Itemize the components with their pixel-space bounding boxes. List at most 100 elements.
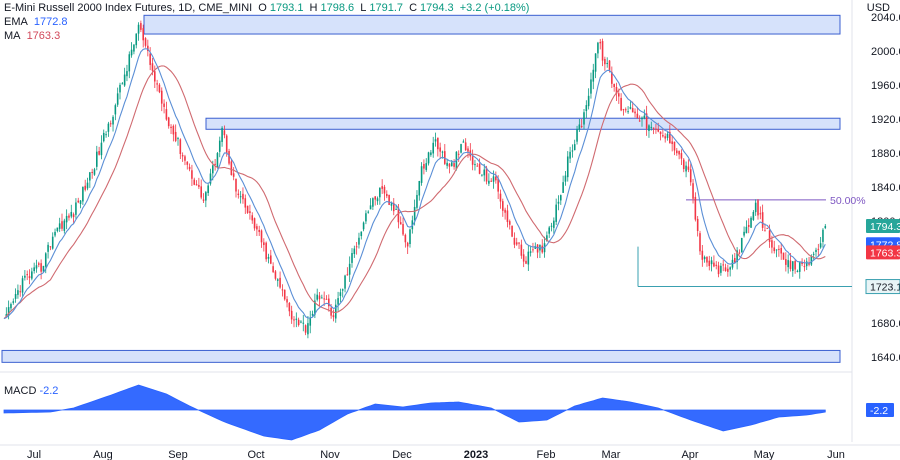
candle-body bbox=[696, 218, 699, 232]
candle-body bbox=[160, 90, 163, 104]
candle-body bbox=[260, 230, 263, 243]
candle-body bbox=[499, 193, 502, 202]
candle-body bbox=[467, 148, 469, 152]
candle-body bbox=[587, 95, 590, 107]
candle-body bbox=[232, 173, 235, 177]
candle-body bbox=[425, 163, 428, 170]
candle-body bbox=[314, 300, 316, 315]
candle-body bbox=[24, 275, 26, 278]
candle-body bbox=[116, 93, 119, 105]
zones bbox=[1, 14, 841, 363]
candle-body bbox=[450, 162, 453, 167]
candle-body bbox=[727, 268, 729, 272]
candle-body bbox=[100, 142, 103, 156]
top-resistance-zone[interactable] bbox=[143, 14, 841, 35]
candle-body bbox=[297, 319, 300, 326]
legend-ma[interactable]: MA 1763.3 bbox=[4, 30, 63, 42]
candle-body bbox=[560, 195, 562, 201]
candle-body bbox=[692, 183, 694, 199]
candle-body bbox=[151, 63, 154, 71]
candle-body bbox=[666, 133, 669, 138]
candle-body bbox=[130, 49, 133, 56]
macd-label[interactable]: MACD -2.2 bbox=[4, 385, 58, 397]
time-tick-label: Nov bbox=[320, 449, 340, 460]
candle-body bbox=[812, 253, 815, 255]
candle-body bbox=[576, 129, 578, 142]
candle-body bbox=[478, 163, 481, 174]
legend-main: E-Mini Russell 2000 Index Futures, 1D, C… bbox=[4, 2, 532, 14]
time-tick-label: May bbox=[754, 449, 775, 460]
high-value: 1798.6 bbox=[320, 2, 355, 14]
candle-body bbox=[775, 249, 778, 251]
candle-body bbox=[680, 153, 683, 159]
candle-body bbox=[504, 209, 506, 213]
candle-body bbox=[720, 265, 722, 273]
candle-body bbox=[318, 295, 321, 300]
candle-body bbox=[740, 237, 743, 253]
candle-body bbox=[19, 291, 22, 293]
candle-body bbox=[325, 298, 328, 300]
candle-body bbox=[611, 71, 613, 84]
candle-body bbox=[817, 248, 820, 250]
change-value: +3.2 (+0.18%) bbox=[459, 2, 530, 14]
candle-body bbox=[228, 151, 230, 164]
time-tick-label: 2023 bbox=[464, 449, 488, 460]
candle-body bbox=[184, 156, 186, 161]
bottom-support-zone[interactable] bbox=[1, 349, 841, 363]
legend-ema[interactable]: EMA 1772.8 bbox=[4, 16, 71, 28]
candle-body bbox=[673, 141, 676, 151]
candle-body bbox=[803, 266, 806, 268]
candle-body bbox=[246, 205, 249, 213]
candle-body bbox=[750, 217, 752, 228]
candle-body bbox=[119, 84, 121, 93]
candle-body bbox=[200, 186, 202, 198]
candle-body bbox=[534, 246, 537, 249]
candle-body bbox=[627, 111, 629, 113]
candle-body bbox=[79, 200, 82, 204]
candle-body bbox=[444, 151, 446, 164]
candle-body bbox=[618, 93, 620, 97]
candle-body bbox=[457, 153, 460, 155]
candle-body bbox=[7, 307, 10, 316]
candle-body bbox=[550, 225, 553, 227]
candle-body bbox=[383, 186, 386, 194]
candle-body bbox=[548, 227, 550, 234]
candle-body bbox=[91, 172, 93, 174]
candle-body bbox=[497, 178, 499, 192]
candle-body bbox=[5, 314, 8, 317]
candle-body bbox=[54, 231, 56, 236]
price-tick-label: 2040.0 bbox=[871, 12, 900, 24]
candle-body bbox=[77, 200, 80, 203]
candle-body bbox=[738, 252, 741, 254]
candle-body bbox=[546, 235, 548, 242]
candle-body bbox=[722, 264, 724, 266]
candle-body bbox=[427, 152, 430, 164]
candle-body bbox=[620, 97, 622, 111]
candle-body bbox=[439, 147, 441, 152]
mid-resistance-zone[interactable] bbox=[205, 117, 841, 130]
candle-body bbox=[263, 242, 265, 246]
candle-body bbox=[193, 179, 196, 185]
candle-body bbox=[323, 298, 325, 300]
candle-body bbox=[274, 271, 277, 279]
open-value: 1793.1 bbox=[269, 2, 304, 14]
candle-body bbox=[638, 120, 641, 122]
candle-body bbox=[205, 192, 207, 201]
candle-body bbox=[594, 53, 597, 72]
candle-body bbox=[328, 298, 330, 307]
candle-body bbox=[302, 322, 305, 324]
time-tick-label: Jun bbox=[827, 449, 845, 460]
candle-body bbox=[699, 233, 701, 252]
candle-body bbox=[481, 174, 483, 176]
candle-body bbox=[223, 130, 226, 136]
candle-body bbox=[365, 213, 367, 222]
candle-body bbox=[787, 260, 789, 268]
candle-body bbox=[606, 63, 608, 65]
candle-body bbox=[488, 180, 490, 184]
candle-body bbox=[372, 198, 374, 207]
candle-body bbox=[216, 153, 219, 167]
candle-body bbox=[386, 193, 388, 197]
candle-body bbox=[86, 182, 89, 189]
candle-body bbox=[96, 151, 98, 167]
